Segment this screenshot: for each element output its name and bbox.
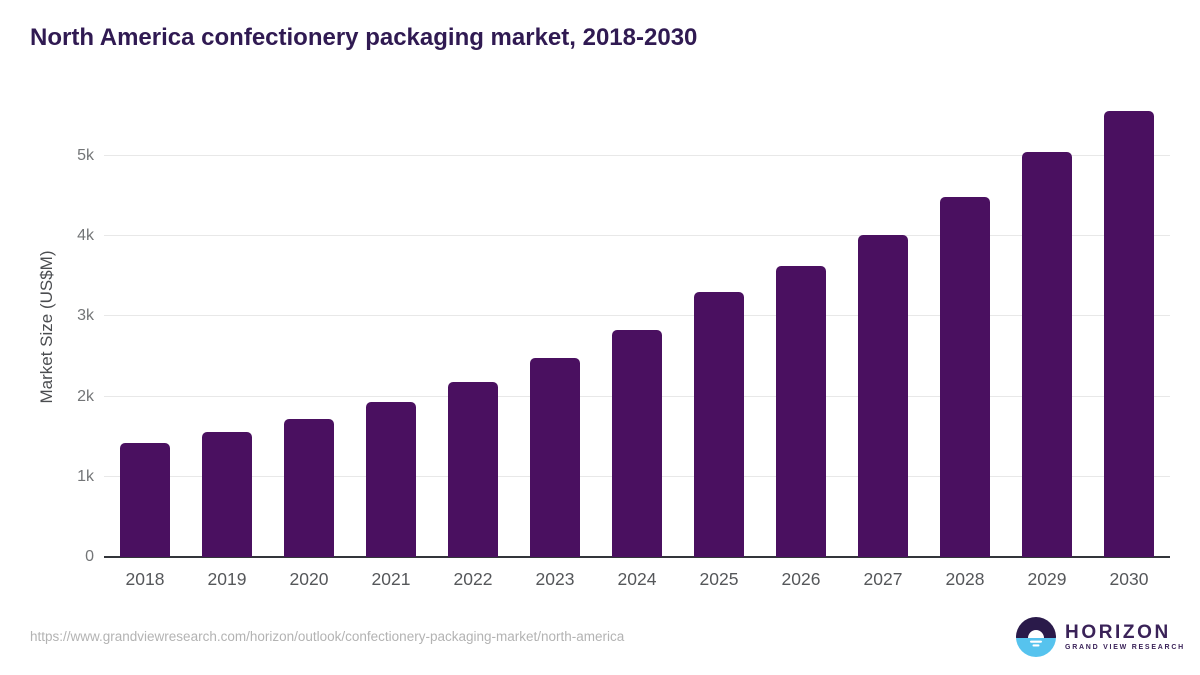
x-tick-label-2030: 2030 (1109, 569, 1149, 589)
x-tick-label-2019: 2019 (207, 569, 247, 589)
logo-subtitle: GRAND VIEW RESEARCH (1065, 644, 1185, 652)
x-tick-label-2027: 2027 (863, 569, 903, 589)
bar-2021[interactable] (366, 401, 416, 557)
y-tick-label: 2k (77, 387, 94, 405)
bar-2022[interactable] (448, 381, 498, 557)
x-axis-line (104, 556, 1170, 558)
x-tick-label-2020: 2020 (289, 569, 329, 589)
bar-2024[interactable] (612, 329, 662, 557)
y-tick-label: 5k (77, 147, 94, 165)
horizon-sunrise-circle-icon (1016, 617, 1056, 657)
bar-2028[interactable] (940, 197, 990, 557)
x-axis-tick-labels: 2018 2019 2020 2021 2022 2023 2024 2025 2026 2027… (104, 569, 1170, 595)
bar-2019[interactable] (202, 431, 252, 557)
bar-2023[interactable] (530, 358, 580, 557)
horizon-logo: HORIZON GRAND VIEW RESEARCH (1016, 617, 1185, 657)
chart-title: North America confectionery packaging ma… (30, 24, 698, 51)
horizon-logo-text: HORIZON GRAND VIEW RESEARCH (1065, 621, 1185, 652)
bar-2018[interactable] (120, 443, 170, 557)
bar-2027[interactable] (858, 235, 908, 557)
x-tick-label-2029: 2029 (1027, 569, 1067, 589)
x-tick-label-2025: 2025 (699, 569, 739, 589)
gridline-5k (104, 155, 1170, 157)
y-tick-label: 1k (77, 467, 94, 485)
x-tick-label-2026: 2026 (781, 569, 821, 589)
logo-name: HORIZON (1065, 621, 1171, 643)
y-tick-label: 0 (85, 548, 94, 565)
plot-area (104, 96, 1170, 558)
bar-2029[interactable] (1022, 151, 1072, 557)
bar-2026[interactable] (776, 265, 826, 557)
source-url: https://www.grandviewresearch.com/horizo… (30, 629, 625, 644)
bar-2025[interactable] (694, 291, 744, 557)
y-tick-label: 4k (77, 227, 94, 245)
gridline-4k (104, 235, 1170, 237)
y-tick-label: 3k (77, 307, 94, 325)
x-tick-label-2024: 2024 (617, 569, 657, 589)
x-tick-label-2018: 2018 (125, 569, 165, 589)
x-tick-label-2023: 2023 (535, 569, 575, 589)
bar-2020[interactable] (284, 418, 334, 557)
gridline-3k (104, 315, 1170, 317)
bar-2030[interactable] (1104, 110, 1154, 557)
x-tick-label-2022: 2022 (453, 569, 493, 589)
x-tick-label-2028: 2028 (945, 569, 985, 589)
x-tick-label-2021: 2021 (371, 569, 411, 589)
y-axis-tick-labels: 0 1k 2k 3k 4k 5k (0, 96, 94, 565)
